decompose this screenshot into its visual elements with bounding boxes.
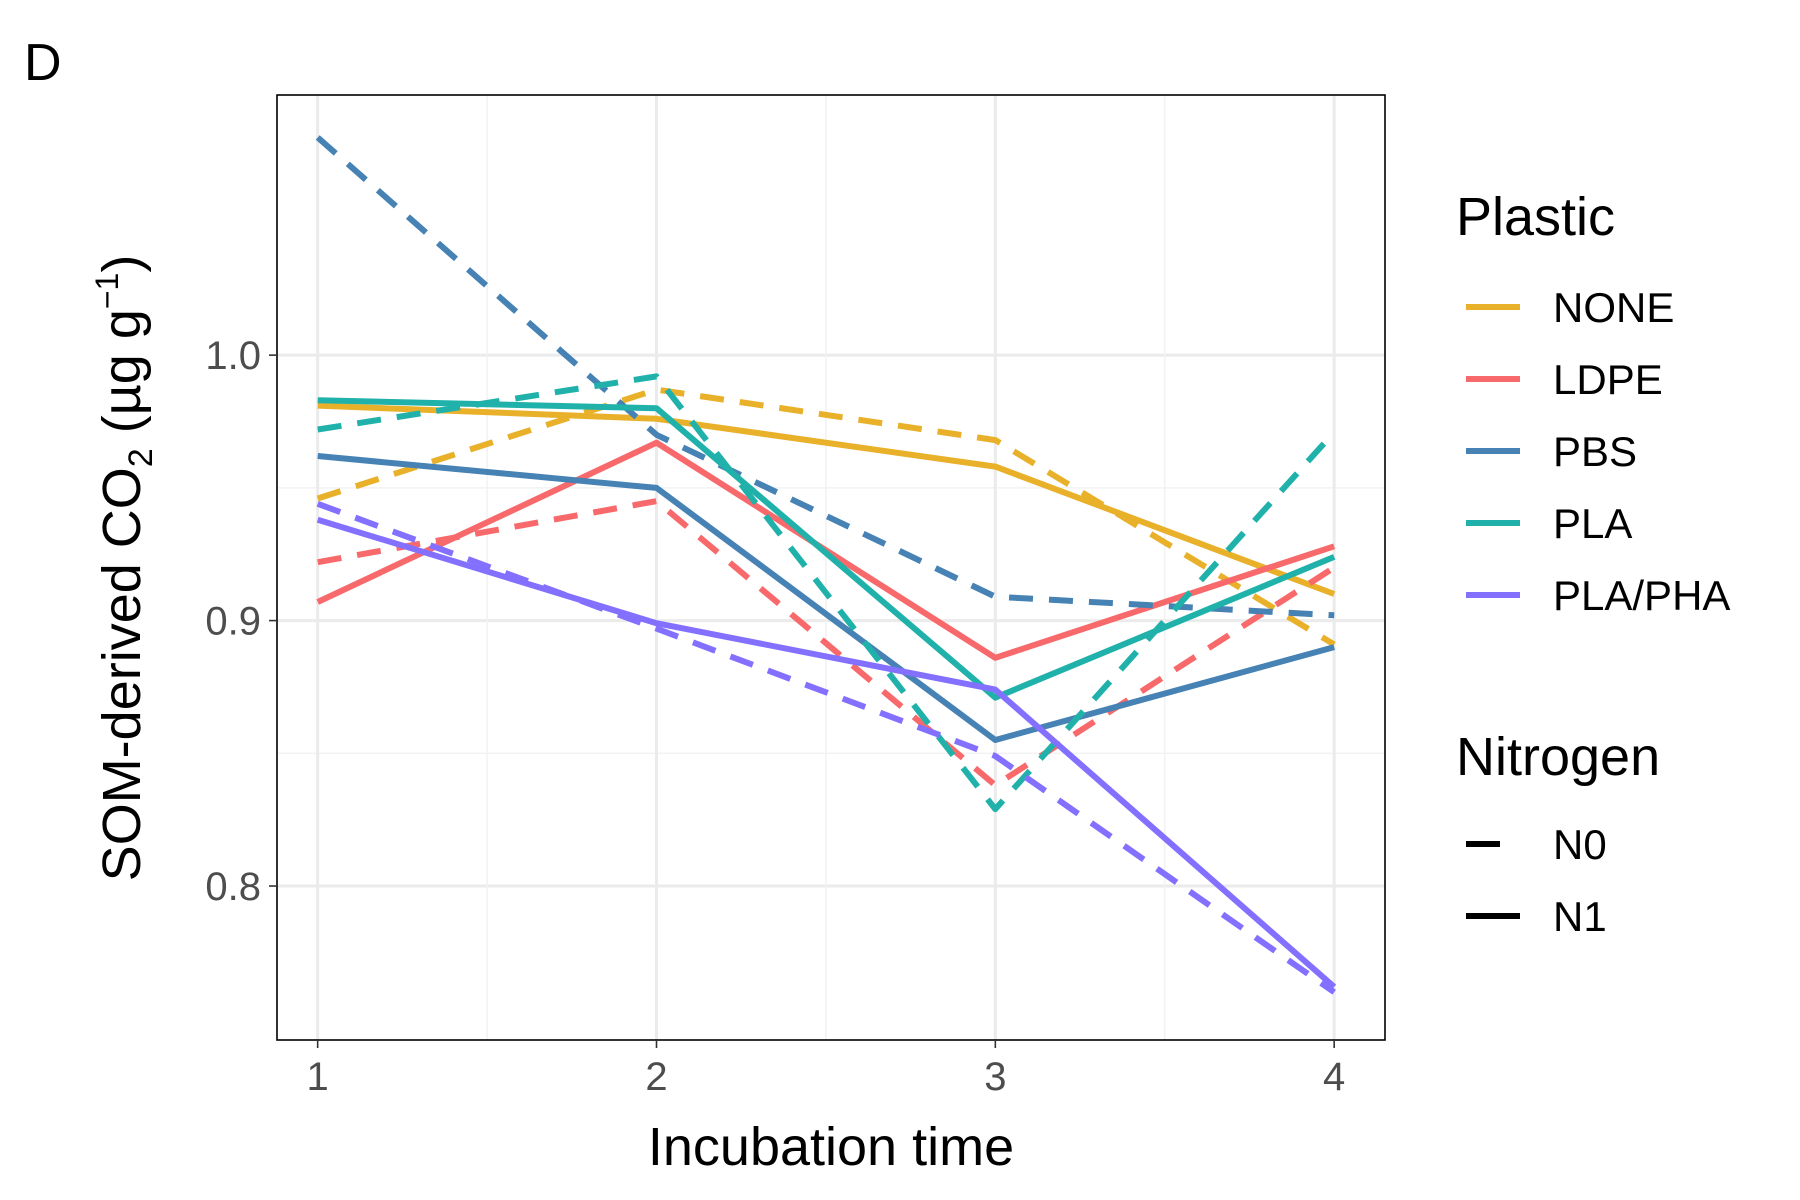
legend-title-plastic: Plastic [1456, 187, 1615, 247]
series-lines [315, 135, 1337, 995]
y-axis-title-unit-close: ) [92, 255, 152, 273]
series-line-pla-n1 [317, 397, 1336, 701]
legend-linetype-label: N0 [1553, 821, 1607, 868]
y-axis-title-superscript: −1 [89, 273, 125, 309]
x-tick-label: 3 [984, 1055, 1006, 1099]
legend-item-label: LDPE [1553, 356, 1663, 403]
x-axis-title: Incubation time [648, 1117, 1014, 1177]
y-axis-title-unit: (µg g [92, 309, 152, 448]
y-axis-title-subscript: 2 [122, 448, 160, 467]
series-line-ldpe-n0 [317, 498, 1336, 789]
x-tick-label: 1 [307, 1055, 329, 1099]
legend-title-nitrogen: Nitrogen [1456, 727, 1660, 787]
legend: Plastic Nitrogen NONE LDPE PBS PLA PLA/PHA N0… [1456, 187, 1730, 940]
series-line-pbs-n1 [317, 453, 1335, 743]
legend-item-label: PLA [1553, 500, 1632, 547]
legend-item-label: NONE [1553, 284, 1674, 331]
y-tick-label: 0.9 [205, 600, 261, 644]
series-line-pla-pha-n1 [316, 516, 1337, 990]
series-line-none-n0 [316, 386, 1336, 648]
plot-border [276, 94, 1386, 1041]
y-axis-title: SOM-derived CO2 (µg g−1) [89, 255, 160, 882]
grid [277, 95, 1385, 1040]
axis-ticks: 0.8 0.9 1.0 1 2 3 4 [205, 334, 1345, 1099]
y-tick-label: 0.8 [205, 865, 261, 909]
legend-item-label: PLA/PHA [1553, 572, 1730, 619]
y-tick-label: 1.0 [205, 334, 261, 378]
x-tick-label: 2 [645, 1055, 667, 1099]
legend-linetype-label: N1 [1553, 893, 1607, 940]
series-line-pla-pha-n0 [316, 500, 1336, 995]
panel-label: D [24, 34, 62, 92]
legend-item-label: PBS [1553, 428, 1637, 475]
series-line-none-n1 [317, 402, 1336, 597]
y-axis-title-main: SOM-derived CO [92, 467, 152, 881]
x-tick-label: 4 [1323, 1055, 1345, 1099]
